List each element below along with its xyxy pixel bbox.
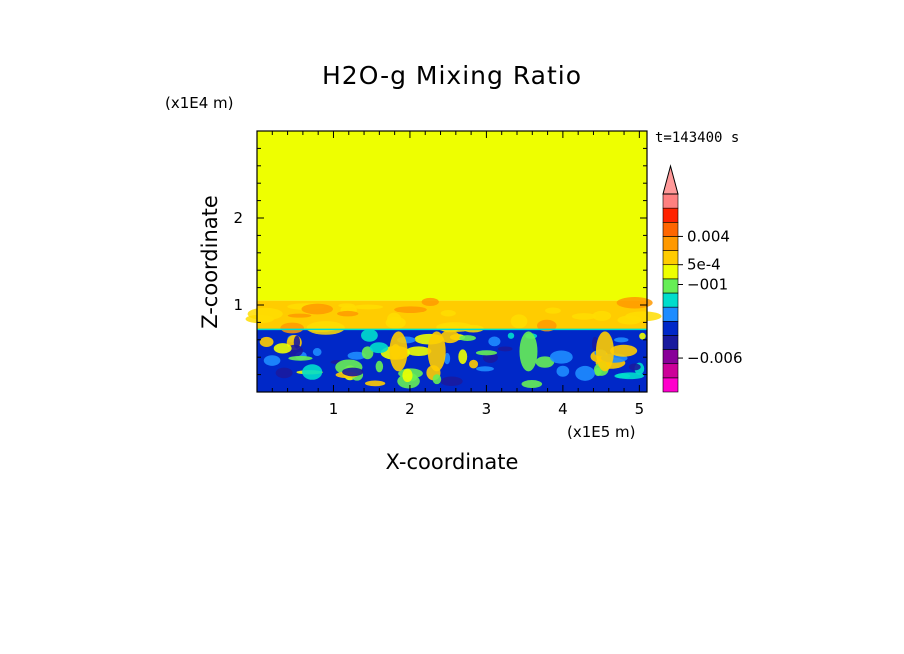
plume-feature: [427, 331, 446, 372]
transition-patch: [394, 306, 427, 314]
colorbar-level: [662, 306, 679, 322]
colorbar-tick-label: 0.004: [687, 227, 730, 245]
eddy-patch: [293, 335, 301, 349]
colorbar-level: [662, 349, 679, 365]
eddy-patch: [469, 359, 479, 369]
transition-patch: [337, 310, 359, 317]
eddy-patch: [375, 360, 384, 373]
turbulence-features: [245, 297, 662, 389]
transition-patch: [280, 322, 304, 334]
eddy-patch: [402, 368, 413, 383]
chart-title: H2O-g Mixing Ratio: [322, 61, 582, 90]
colorbar-level: [662, 335, 679, 350]
transition-patch: [287, 313, 312, 318]
eddy-patch: [259, 336, 274, 347]
eddy-patch: [614, 337, 629, 343]
eddy-patch: [535, 356, 555, 368]
transition-patch: [571, 313, 597, 320]
colorbar-level: [662, 320, 679, 336]
transition-patch: [352, 304, 384, 310]
plot-area: 1 2 3 4 5 1 2: [233, 130, 662, 418]
eddy-patch: [497, 346, 513, 352]
eddy-patch: [610, 344, 638, 357]
eddy-patch: [288, 355, 313, 361]
y-tick-label: 1: [233, 296, 243, 314]
transition-patch: [616, 297, 653, 309]
eddy-patch: [361, 329, 378, 342]
eddy-patch: [405, 346, 432, 356]
x-axis-label: X-coordinate: [386, 450, 519, 474]
colorbar-level: [662, 221, 679, 237]
transition-patch: [301, 303, 334, 315]
eddy-patch: [275, 367, 293, 379]
x-tick-label: 5: [635, 400, 645, 418]
eddy-patch: [263, 355, 281, 366]
eddy-patch: [458, 335, 476, 341]
plume-feature: [519, 331, 538, 372]
colorbar-extend-triangle: [662, 164, 679, 195]
transition-patch: [510, 314, 528, 329]
colorbar-level: [662, 250, 679, 266]
eddy-patch: [488, 336, 501, 347]
eddy-patch: [458, 349, 468, 365]
colorbar-level: [662, 193, 679, 209]
eddy-patch: [302, 364, 323, 380]
eddy-patch: [575, 365, 595, 381]
transition-patch: [536, 319, 557, 332]
x-tick-label: 1: [329, 400, 339, 418]
eddy-patch: [364, 380, 386, 387]
colorbar-tick-label: −001: [687, 276, 728, 294]
colorbar-level: [662, 207, 679, 223]
y-axis-label: Z-coordinate: [198, 195, 222, 329]
eddy-patch: [615, 372, 645, 380]
eddy-patch: [556, 365, 570, 377]
colorbar: 0.004 5e-4 −001 −0.006: [662, 164, 743, 393]
x-multiplier-label: (x1E5 m): [567, 423, 636, 441]
y-tick-label: 2: [233, 209, 243, 227]
eddy-patch: [342, 367, 364, 377]
eddy-patch: [521, 380, 543, 389]
transition-patch: [421, 297, 439, 307]
colorbar-level: [662, 278, 679, 294]
eddy-patch: [432, 374, 442, 385]
y-multiplier-label: (x1E4 m): [165, 94, 234, 112]
eddy-patch: [273, 343, 292, 354]
transition-patch: [545, 307, 561, 314]
transition-patch: [247, 307, 283, 321]
transition-patch: [625, 311, 662, 322]
x-tick-label: 3: [482, 400, 492, 418]
x-tick-label: 2: [405, 400, 415, 418]
colorbar-tick-label: −0.006: [687, 349, 743, 367]
eddy-patch: [549, 350, 573, 364]
colorbar-level: [662, 292, 679, 308]
transition-patch: [440, 310, 456, 317]
transition-patch: [592, 310, 612, 321]
transition-patch: [385, 316, 406, 329]
plot-frame: [256, 130, 648, 393]
eddy-patch: [444, 352, 451, 365]
eddy-patch: [347, 351, 366, 360]
eddy-patch: [507, 332, 515, 339]
colorbar-level: [662, 264, 679, 280]
eddy-patch: [369, 342, 389, 354]
plume-feature: [389, 331, 408, 372]
time-label: t=143400 s: [655, 130, 739, 146]
transition-patch: [338, 303, 355, 308]
colorbar-level: [662, 236, 679, 251]
eddy-patch: [628, 363, 641, 371]
colorbar-level: [662, 377, 679, 393]
colorbar-level: [662, 363, 679, 379]
eddy-patch: [476, 366, 494, 372]
colorbar-tick-label: 5e-4: [687, 256, 721, 274]
eddy-patch: [475, 350, 498, 356]
eddy-patch: [440, 376, 463, 387]
layer-upper: [257, 131, 647, 301]
eddy-patch: [639, 332, 646, 340]
eddy-patch: [312, 348, 322, 356]
eddy-patch: [440, 330, 460, 344]
plume-feature: [595, 331, 614, 372]
x-tick-label: 4: [558, 400, 568, 418]
